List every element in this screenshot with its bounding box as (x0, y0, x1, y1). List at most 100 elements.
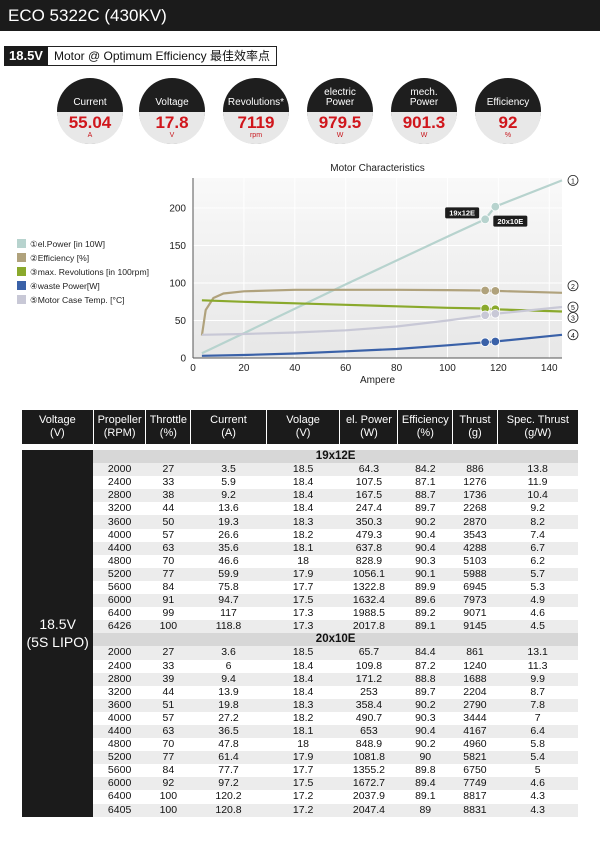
column-header: Propeller (RPM) (93, 410, 147, 444)
table-cell: 90 (397, 751, 453, 765)
table-cell: 8831 (452, 803, 498, 817)
table-cell: 17.3 (266, 620, 340, 634)
table-cell: 27 (145, 646, 191, 660)
table-cell: 4800 (93, 554, 146, 568)
series-end-number: 1 (571, 178, 575, 185)
table-cell: 61.4 (190, 751, 267, 765)
table-cell: 2800 (93, 489, 146, 503)
table-cell: 63 (145, 724, 191, 739)
table-cell: 18.4 (266, 672, 340, 686)
y-tick-label: 200 (169, 204, 186, 215)
table-cell: 51 (145, 698, 191, 712)
table-cell: 118.8 (190, 620, 267, 634)
table-cell: 27 (145, 463, 191, 477)
table-cell: 92 (145, 777, 191, 791)
table-cell: 97.2 (190, 777, 267, 791)
table-cell: 99 (145, 607, 191, 621)
table-cell: 17.5 (266, 777, 340, 791)
table-cell: 89.7 (397, 685, 453, 699)
table-cell: 17.7 (266, 580, 340, 595)
table-cell: 1688 (452, 672, 498, 686)
table-cell: 89.1 (397, 620, 453, 634)
table-cell: 828.9 (339, 554, 398, 568)
voltage-tag: 18.5V (4, 46, 48, 66)
table-cell: 5.8 (497, 738, 578, 752)
table-cell: 100 (145, 790, 191, 804)
series-point-5 (480, 310, 490, 320)
table-cell: 89.2 (397, 607, 453, 621)
table-cell: 89.6 (397, 594, 453, 608)
table-row: 4400 63 35.6 18.1 637.8 90.4 4288 6.7 (22, 541, 578, 555)
table-cell: 117 (190, 607, 267, 621)
table-cell: 88.8 (397, 672, 453, 686)
series-end-number: 2 (571, 284, 575, 291)
table-row: 4800 70 47.8 18 848.9 90.2 4960 5.8 (22, 738, 578, 752)
table-cell: 1355.2 (339, 764, 398, 778)
table-cell: 1988.5 (339, 607, 398, 621)
table-cell: 87.2 (397, 659, 453, 673)
table-header-row: Voltage (V) Propeller (RPM) Throttle (%) Curre… (22, 410, 578, 444)
table-cell: 2000 (93, 646, 146, 660)
table-cell: 18 (266, 738, 340, 752)
x-tick-label: 40 (289, 363, 301, 374)
table-cell: 171.2 (339, 672, 398, 686)
series-line-1 (201, 179, 563, 355)
series-end-number: 3 (571, 316, 575, 323)
table-cell: 17.5 (266, 594, 340, 608)
table-cell: 90.4 (397, 724, 453, 739)
table-cell: 100 (145, 620, 191, 634)
column-header: Volage (V) (266, 410, 341, 444)
annotation-box (445, 207, 480, 219)
table-cell: 4.3 (497, 803, 578, 817)
table-cell: 10.4 (497, 489, 578, 503)
table-cell: 3.5 (190, 463, 267, 477)
table-cell: 1672.7 (339, 777, 398, 791)
table-cell: 2017.8 (339, 620, 398, 634)
table-cell: 94.7 (190, 594, 267, 608)
motor-characteristics-chart: 0 50 100 150 200 0 20 40 60 80 100 120 140 Motor Char… (17, 163, 579, 386)
table-cell: 5200 (93, 751, 146, 765)
table-cell: 13.6 (190, 502, 267, 516)
table-cell: 5.9 (190, 476, 267, 490)
table-row: 2000 27 3.6 18.5 65.7 84.4 861 13.1 (22, 646, 578, 660)
table-cell: 18.4 (266, 659, 340, 673)
badge-label: Current (73, 97, 107, 108)
table-cell: 4.6 (497, 777, 578, 791)
table-cell: 4.3 (497, 790, 578, 804)
column-header: Voltage (V) (22, 410, 94, 444)
table-cell: 5103 (452, 554, 498, 568)
table-cell: 3543 (452, 528, 498, 542)
table-cell: 350.3 (339, 515, 398, 529)
table-cell: 57 (145, 711, 191, 725)
badge-revolutions: Revolutions* 7119 rpm (223, 78, 289, 144)
table-cell: 17.3 (266, 607, 340, 621)
table-row: 6400 100 120.2 17.2 2037.9 89.1 8817 4.3 (22, 790, 578, 804)
table-cell: 57 (145, 528, 191, 542)
series-point-5 (490, 309, 501, 319)
table-cell: 1736 (452, 489, 498, 503)
table-cell: 6.2 (497, 554, 578, 568)
table-cell: 90.3 (397, 711, 453, 725)
series-point-1 (490, 201, 501, 212)
table-cell: 479.3 (339, 528, 398, 542)
series-point-2 (490, 286, 501, 296)
table-cell: 1632.4 (339, 594, 398, 608)
table-cell: 9.2 (497, 502, 578, 516)
annotation-label: 20x10E (497, 217, 523, 226)
legend-label: ①el.Power [in 10W] (30, 239, 105, 249)
table-cell: 6000 (93, 777, 146, 791)
table-cell: 653 (339, 724, 398, 739)
table-cell: 2870 (452, 515, 498, 529)
table-cell: 89.7 (397, 502, 453, 516)
table-cell: 3.6 (190, 646, 267, 660)
table-cell: 11.3 (497, 659, 578, 673)
table-cell: 36.5 (190, 724, 267, 739)
x-tick-label: 140 (541, 363, 558, 374)
table-cell: 18 (266, 554, 340, 568)
table-cell: 13.8 (497, 463, 578, 477)
table-cell: 4288 (452, 541, 498, 555)
table-cell: 18.1 (266, 541, 340, 555)
table-row: 2400 33 6 18.4 109.8 87.2 1240 11.3 (22, 659, 578, 673)
table-cell: 44 (145, 685, 191, 699)
table-cell: 8.7 (497, 685, 578, 699)
